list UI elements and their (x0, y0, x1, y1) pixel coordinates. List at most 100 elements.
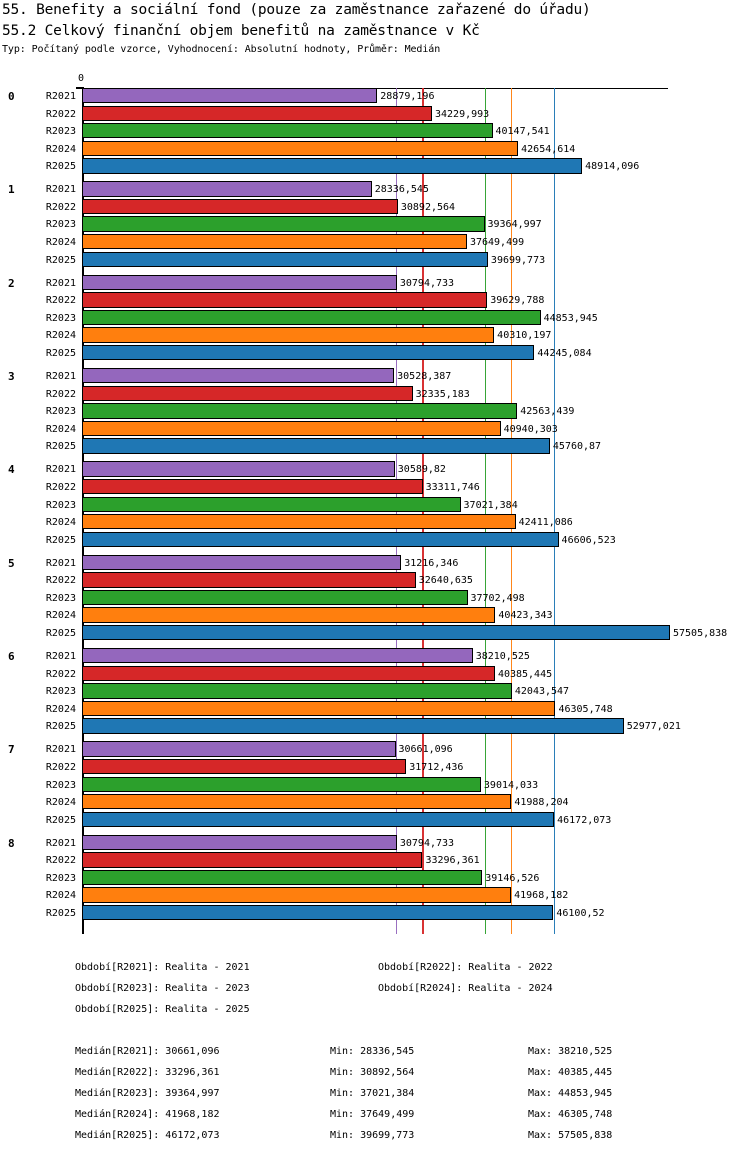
bar-r2022-group-3[interactable] (82, 385, 413, 401)
bar-value-label: 37702,498 (470, 592, 525, 604)
bar-r2025-group-4[interactable] (82, 531, 559, 547)
bar-row-label: R2022 (45, 855, 76, 867)
bar-r2022-group-8[interactable] (82, 852, 423, 868)
bar-r2022-group-6[interactable] (82, 665, 495, 682)
median-gridline-r2023 (484, 88, 486, 935)
bar-r2025-group-5[interactable] (82, 624, 670, 641)
bar-value-label: 39629,788 (490, 295, 545, 307)
bar-value-label: 52977,021 (626, 721, 681, 733)
bar-r2024-group-7[interactable] (82, 794, 512, 810)
bar-row-label: R2021 (45, 651, 76, 663)
bar-row-label: R2021 (45, 557, 76, 569)
bar-value-label: 45760,87 (552, 441, 602, 453)
group-index-label: 5 (8, 556, 15, 570)
legend-entry: Období[R2022]: Realita - 2022 (378, 962, 553, 973)
bar-row-label: R2021 (45, 371, 76, 383)
bar-value-label: 40310,197 (497, 330, 552, 342)
stat-max-label: Max: 46305,748 (528, 1109, 613, 1120)
bar-row-label: R2023 (45, 592, 76, 604)
bar-r2021-group-3[interactable] (82, 368, 395, 384)
bar-row-label: R2023 (45, 872, 76, 884)
stats-row: Medián[R2024]: 41968,182 Min: 37649,499 Ma… (0, 1109, 750, 1130)
bar-r2021-group-8[interactable] (82, 834, 397, 851)
axis-zero-label: 0 (78, 73, 85, 84)
bar-r2022-group-0[interactable] (82, 105, 432, 121)
bar-r2023-group-0[interactable] (82, 123, 493, 139)
bar-value-label: 48914,096 (585, 161, 640, 173)
bar-r2024-group-1[interactable] (82, 234, 467, 250)
axis-zero-tick (76, 87, 84, 89)
bar-row-label: R2025 (45, 347, 76, 359)
bar-value-label: 33311,746 (425, 481, 480, 493)
stat-median-label: Medián[R2021]: 30661,096 (75, 1046, 220, 1057)
bar-r2021-group-4[interactable] (82, 461, 395, 477)
bar-r2024-group-3[interactable] (82, 420, 501, 437)
bar-r2025-group-8[interactable] (82, 905, 554, 921)
bar-r2022-group-4[interactable] (82, 478, 423, 495)
stat-median-label: Medián[R2022]: 33296,361 (75, 1067, 220, 1078)
bar-row-label: R2024 (45, 890, 76, 902)
bar-r2023-group-2[interactable] (82, 309, 541, 326)
legend-row: Období[R2021]: Realita - 2021 Období[R202… (0, 962, 750, 983)
bar-r2022-group-1[interactable] (82, 198, 398, 215)
bar-r2023-group-5[interactable] (82, 589, 468, 606)
bar-r2025-group-0[interactable] (82, 158, 583, 174)
bar-r2022-group-2[interactable] (82, 292, 488, 308)
median-gridline-r2024 (511, 88, 513, 935)
bar-row-label: R2025 (45, 721, 76, 733)
bar-value-label: 32335,183 (415, 388, 470, 400)
bar-value-label: 39014,033 (483, 779, 539, 791)
bar-value-label: 44245,084 (537, 347, 592, 359)
bar-r2023-group-6[interactable] (82, 683, 512, 699)
stat-min-label: Min: 30892,564 (330, 1067, 415, 1078)
bar-row-label: R2023 (45, 312, 76, 324)
stats-row: Medián[R2022]: 33296,361 Min: 30892,564 Ma… (0, 1067, 750, 1088)
bar-value-label: 46305,748 (558, 703, 613, 715)
bar-r2024-group-6[interactable] (82, 700, 556, 717)
bar-row-label: R2024 (45, 423, 76, 435)
bar-r2025-group-2[interactable] (82, 344, 535, 361)
bar-r2022-group-7[interactable] (82, 759, 407, 775)
bar-row-label: R2024 (45, 610, 76, 622)
bar-r2024-group-2[interactable] (82, 327, 495, 343)
bar-r2023-group-4[interactable] (82, 496, 461, 512)
bar-value-label: 42654,614 (521, 143, 576, 155)
bar-r2023-group-3[interactable] (82, 403, 518, 419)
stat-min-label: Min: 28336,545 (330, 1046, 415, 1057)
bar-value-label: 46606,523 (561, 534, 616, 546)
bar-r2025-group-6[interactable] (82, 718, 624, 734)
bar-r2021-group-2[interactable] (82, 274, 397, 291)
bar-r2021-group-5[interactable] (82, 554, 402, 571)
bar-r2024-group-8[interactable] (82, 887, 512, 903)
bar-r2025-group-1[interactable] (82, 251, 488, 267)
group-index-label: 7 (8, 743, 15, 757)
bar-value-label: 40147,541 (495, 126, 550, 138)
bar-value-label: 34229,993 (435, 108, 490, 120)
bar-value-label: 57505,838 (673, 627, 728, 639)
bar-row-label: R2025 (45, 254, 76, 266)
bar-r2024-group-4[interactable] (82, 514, 516, 530)
bar-row-label: R2022 (45, 668, 76, 680)
bar-r2021-group-1[interactable] (82, 181, 372, 197)
bar-row-label: R2022 (45, 108, 76, 120)
bar-r2022-group-5[interactable] (82, 572, 416, 588)
bar-r2023-group-7[interactable] (82, 776, 481, 792)
bar-row-label: R2022 (45, 201, 76, 213)
bar-r2021-group-7[interactable] (82, 741, 396, 757)
legend-row: Období[R2023]: Realita - 2023 Období[R202… (0, 983, 750, 1004)
bar-r2021-group-0[interactable] (82, 88, 378, 104)
bar-row-label: R2025 (45, 908, 76, 919)
bar-r2023-group-1[interactable] (82, 216, 485, 232)
median-gridline-r2025 (554, 88, 556, 935)
bar-r2021-group-6[interactable] (82, 648, 473, 664)
bar-r2024-group-5[interactable] (82, 607, 496, 623)
bar-value-label: 42563,439 (520, 406, 575, 418)
bar-r2025-group-7[interactable] (82, 811, 555, 828)
bar-r2024-group-0[interactable] (82, 140, 519, 157)
bar-r2025-group-3[interactable] (82, 438, 550, 454)
bar-row-label: R2022 (45, 295, 76, 307)
bar-value-label: 30892,564 (400, 201, 456, 213)
bar-r2023-group-8[interactable] (82, 869, 483, 886)
bar-row-label: R2024 (45, 237, 76, 248)
bar-value-label: 30661,096 (398, 744, 453, 756)
